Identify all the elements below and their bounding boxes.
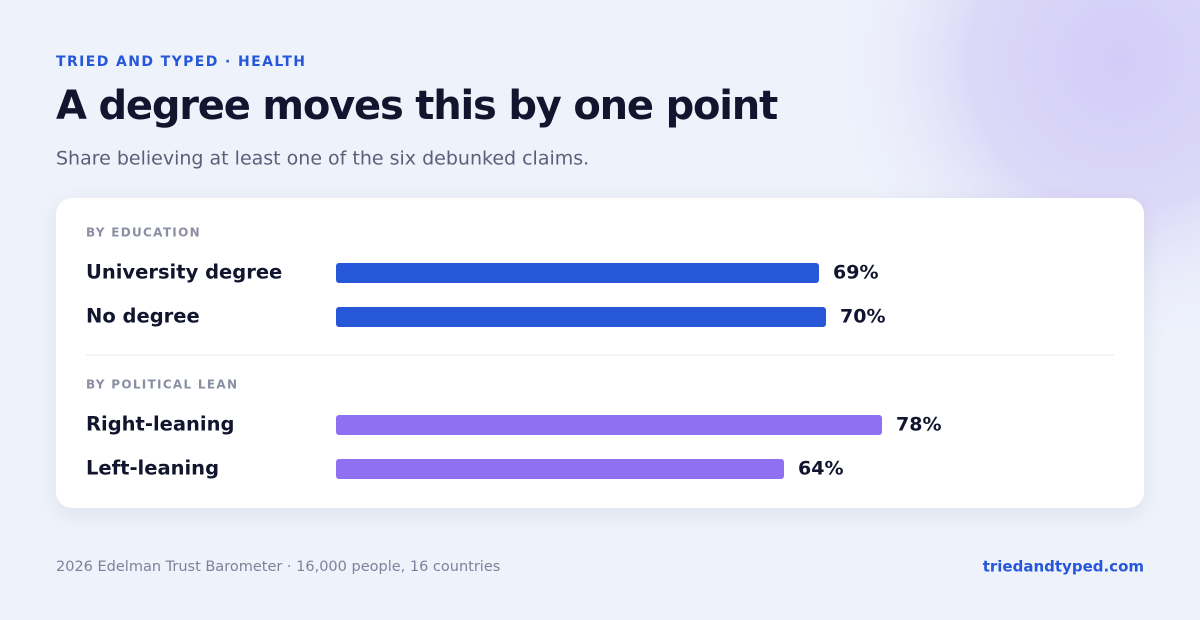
bar bbox=[336, 263, 819, 283]
value-label: 64% bbox=[798, 458, 843, 480]
value-label: 78% bbox=[896, 414, 941, 436]
source: 2026 Edelman Trust Barometer · 16,000 pe… bbox=[56, 559, 500, 575]
bar-chart: BY EDUCATION University degree 69% No degre… bbox=[86, 226, 1114, 480]
eyebrow: TRIED AND TYPED · HEALTH bbox=[56, 54, 306, 70]
group-label: BY EDUCATION bbox=[86, 226, 201, 240]
bar bbox=[336, 415, 882, 435]
value-label: 69% bbox=[833, 262, 878, 284]
value-label: 70% bbox=[840, 306, 885, 328]
category-label: University degree bbox=[86, 261, 282, 284]
category-label: Left-leaning bbox=[86, 457, 219, 480]
category-label: No degree bbox=[86, 305, 200, 328]
subtitle: Share believing at least one of the six … bbox=[56, 148, 589, 170]
group-label: BY POLITICAL LEAN bbox=[86, 378, 238, 392]
site-link[interactable]: triedandtyped.com bbox=[983, 558, 1144, 576]
category-label: Right-leaning bbox=[86, 413, 234, 436]
title: A degree moves this by one point bbox=[56, 83, 778, 129]
bar bbox=[336, 307, 826, 327]
bar bbox=[336, 459, 784, 479]
